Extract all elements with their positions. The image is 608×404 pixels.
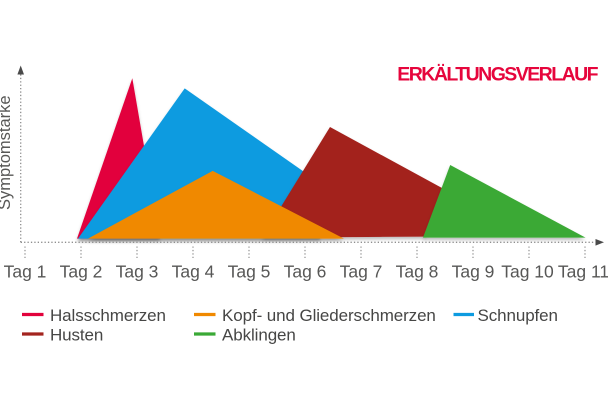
svg-text:Tag 10: Tag 10 <box>501 262 554 282</box>
svg-text:Tag 3: Tag 3 <box>116 262 159 282</box>
svg-text:Tag 5: Tag 5 <box>228 262 271 282</box>
svg-text:Kopf- und Gliederschmerzen: Kopf- und Gliederschmerzen <box>222 306 436 325</box>
svg-text:Halsschmerzen: Halsschmerzen <box>50 306 166 325</box>
svg-text:Tag 9: Tag 9 <box>452 262 495 282</box>
svg-text:Schnupfen: Schnupfen <box>478 306 558 325</box>
svg-text:Husten: Husten <box>50 326 103 345</box>
svg-text:Tag 4: Tag 4 <box>172 262 215 282</box>
svg-text:Tag 7: Tag 7 <box>340 262 383 282</box>
svg-text:Tag 1: Tag 1 <box>4 262 47 282</box>
svg-text:Tag 11: Tag 11 <box>558 262 608 282</box>
svg-text:Tag 2: Tag 2 <box>60 262 103 282</box>
svg-text:Tag 8: Tag 8 <box>396 262 439 282</box>
svg-text:ERKÄLTUNGSVERLAUF: ERKÄLTUNGSVERLAUF <box>397 63 598 86</box>
svg-text:Abklingen: Abklingen <box>222 326 296 345</box>
svg-text:Tag 6: Tag 6 <box>284 262 327 282</box>
svg-text:Symptomstärke: Symptomstärke <box>0 95 14 210</box>
